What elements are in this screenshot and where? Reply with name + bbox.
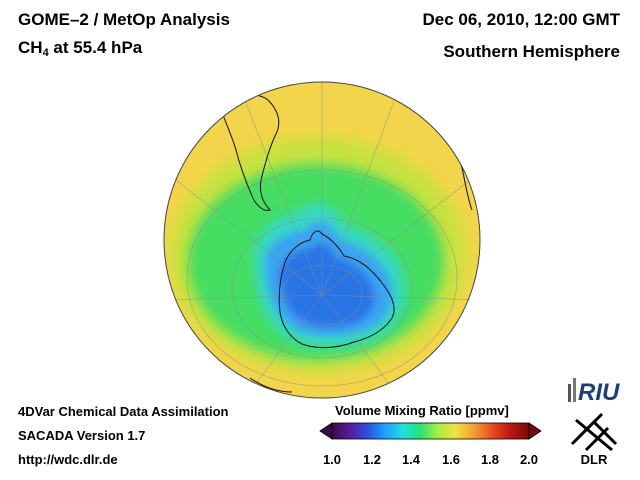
riu-logo: RIU <box>568 378 620 406</box>
blue-core-field <box>279 243 375 327</box>
riu-logo-text: RIU <box>578 379 620 406</box>
antarctica-coast <box>278 230 395 349</box>
colorbar-gradient <box>331 422 530 440</box>
region-label: Southern Hemisphere <box>443 42 620 61</box>
dlr-logo: DLR <box>570 412 618 467</box>
colorbar-tick: 1.8 <box>480 452 500 467</box>
pressure-level: at 55.4 hPa <box>48 38 143 57</box>
colorbar-high-arrow <box>528 422 542 440</box>
footer-line1: 4DVar Chemical Data Assimilation <box>18 404 229 419</box>
species-subscript: 4 <box>42 47 49 59</box>
colorbar-tick: 1.6 <box>441 452 461 467</box>
australia-coast <box>249 377 293 393</box>
colorbar-low-arrow <box>319 422 333 440</box>
colorbar-title: Volume Mixing Ratio [ppmv] <box>335 403 509 418</box>
footer-url: http://wdc.dlr.de <box>18 452 118 467</box>
colorbar-tick: 1.4 <box>401 452 421 467</box>
colorbar-tick: 2.0 <box>519 452 539 467</box>
dlr-logo-text: DLR <box>581 452 608 467</box>
graticule <box>164 82 480 398</box>
title-line2: CH4 at 55.4 hPa <box>18 38 142 59</box>
south-america-coast <box>221 94 280 211</box>
colorbar-tick: 1.0 <box>322 452 342 467</box>
date-label: Dec 06, 2010, 12:00 GMT <box>422 10 620 29</box>
species: CH <box>18 38 43 57</box>
title-line1: GOME–2 / MetOp Analysis <box>18 10 230 29</box>
footer-line2: SACADA Version 1.7 <box>18 428 146 443</box>
colorbar-tick: 1.2 <box>362 452 382 467</box>
globe-outline <box>163 81 481 399</box>
